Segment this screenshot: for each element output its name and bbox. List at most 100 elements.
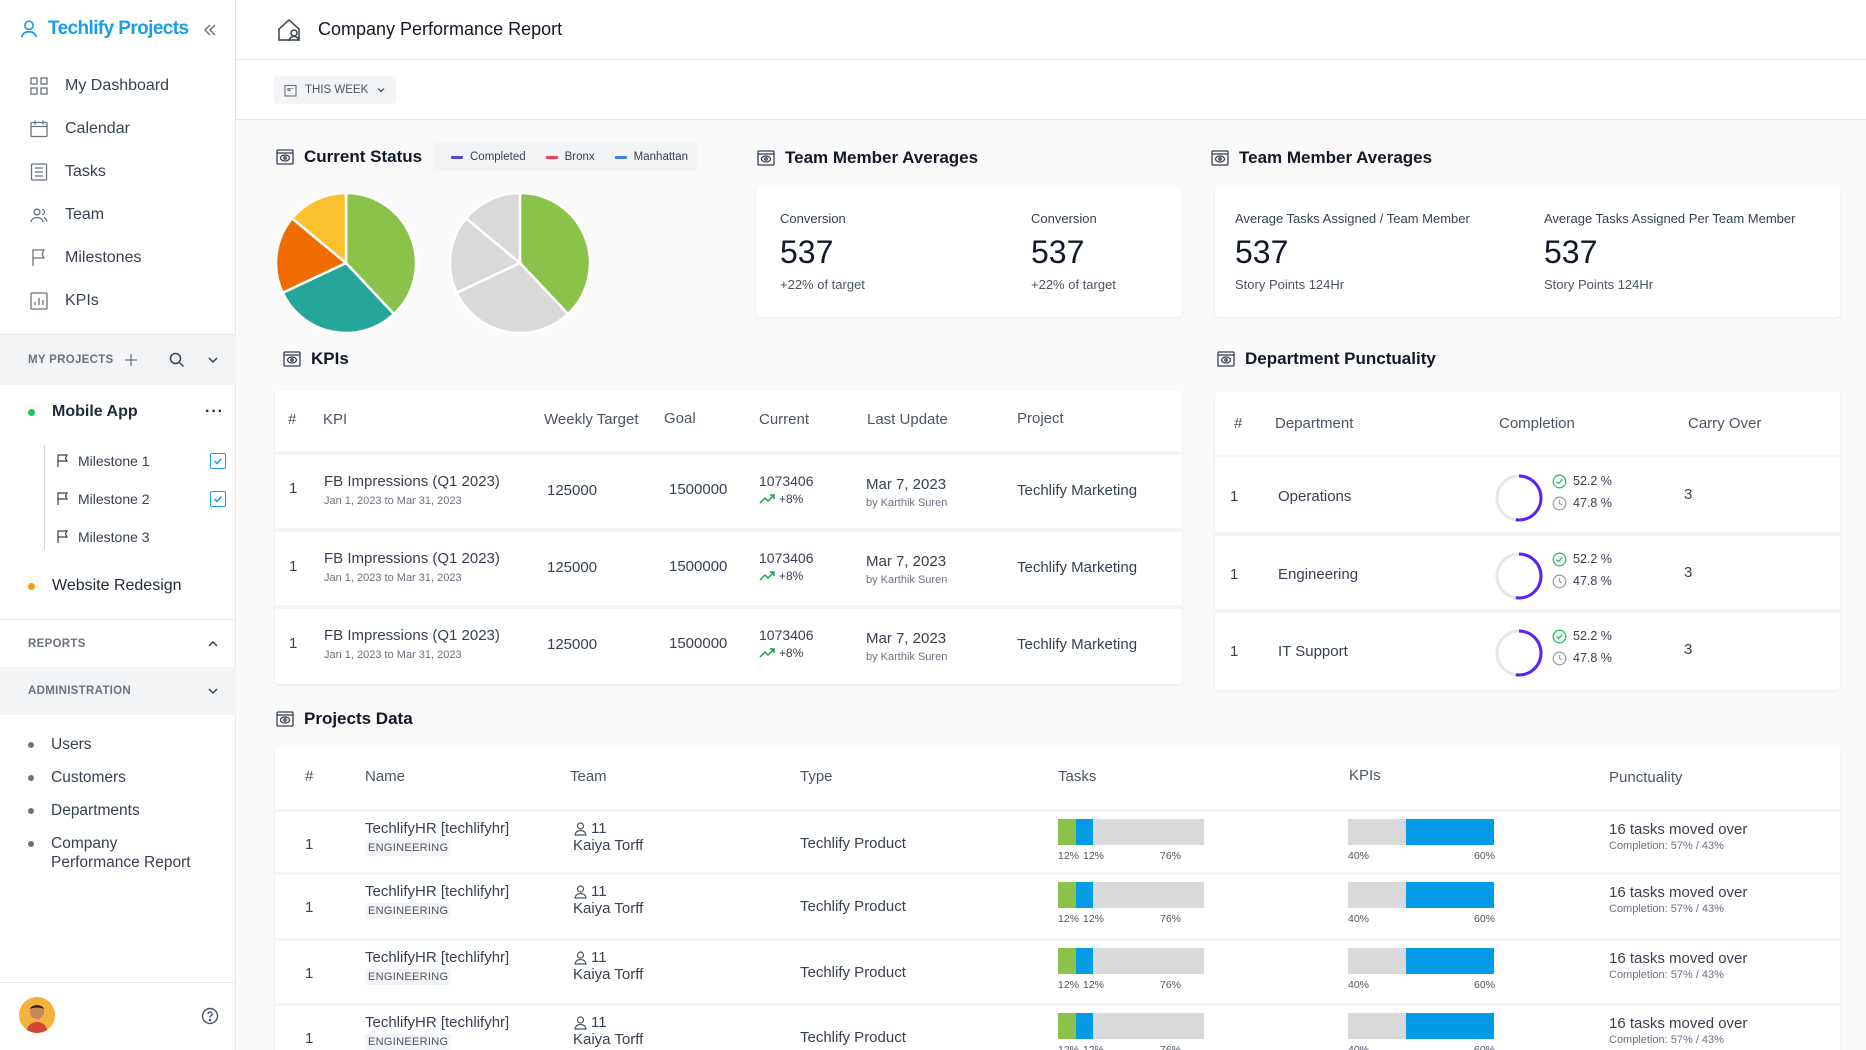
kpi-name-cell: FB Impressions (Q1 2023) Jan 1, 2023 to … <box>324 550 500 584</box>
kpis-label: 40% <box>1348 979 1370 991</box>
tasks-bar-segment <box>1093 819 1204 845</box>
row-number: 1 <box>289 480 298 497</box>
stat-block: Conversion 537 +22% of target <box>1031 211 1116 292</box>
kpis-bar-segment <box>1406 1013 1494 1039</box>
checkbox-checked[interactable] <box>210 453 226 469</box>
collapse-sidebar-icon[interactable] <box>198 18 222 42</box>
chevron-down-icon[interactable] <box>202 680 224 702</box>
checkbox-checked[interactable] <box>210 491 226 507</box>
pie-slice[interactable] <box>290 191 348 266</box>
admin-item-company-performance-report[interactable]: Company Performance Report <box>28 834 208 872</box>
row-number: 1 <box>305 836 314 853</box>
update-date: Mar 7, 2023 <box>866 553 947 570</box>
completion-values: 52.2 % 47.8 % <box>1552 625 1612 669</box>
project-name: TechlifyHR [techlifyhr] <box>365 883 510 900</box>
chevron-down-icon[interactable] <box>202 349 224 371</box>
add-project-icon[interactable] <box>120 349 142 371</box>
legend-item: Bronx <box>545 151 595 163</box>
nav-item-calendar[interactable]: Calendar <box>0 107 236 150</box>
my-projects-label: MY PROJECTS <box>28 354 114 366</box>
team-cell: 11 Kaiya Torff <box>573 820 643 854</box>
clock-icon <box>1552 574 1567 588</box>
column-header: Type <box>800 768 833 785</box>
pie-slice[interactable] <box>274 216 349 295</box>
eye-icon <box>1217 351 1235 367</box>
clock-icon <box>1552 651 1567 665</box>
trend-value: +8% <box>779 569 804 583</box>
kpis-bar <box>1348 882 1494 908</box>
nav-item-team[interactable]: Team <box>0 193 236 236</box>
late-percent: 47.8 % <box>1573 651 1612 665</box>
tasks-icon <box>30 162 48 181</box>
page-title: Company Performance Report <box>318 19 563 39</box>
admin-label: Customers <box>51 769 126 786</box>
department-name: Operations <box>1278 488 1352 505</box>
chart-legend: Completed Bronx Manhattan <box>433 143 697 171</box>
update-date: Mar 7, 2023 <box>866 630 947 647</box>
project-mobile-app[interactable]: Mobile App ··· <box>0 395 236 429</box>
pie-slice[interactable] <box>464 191 522 266</box>
pie-slice[interactable] <box>448 216 523 295</box>
kpis-bar-segment <box>1348 819 1407 845</box>
bullet <box>28 742 34 748</box>
last-update-cell: Mar 7, 2023 by Karthik Suren <box>866 553 947 586</box>
section-title-text: KPIs <box>311 349 349 368</box>
chevron-down-icon <box>377 88 385 93</box>
reports-header[interactable]: REPORTS <box>0 620 236 667</box>
admin-item-departments[interactable]: Departments <box>28 801 140 820</box>
team-cell: 11 Kaiya Torff <box>573 1014 643 1048</box>
stat-label: Conversion <box>1031 211 1097 226</box>
stat-value: 537 <box>1031 234 1085 270</box>
kpis-label: 60% <box>1474 850 1496 862</box>
milestone-item[interactable]: Milestone 1 <box>56 446 226 476</box>
grid-icon <box>30 76 48 95</box>
calendar-icon <box>284 84 297 97</box>
brand[interactable]: Techlify Projects <box>18 14 189 44</box>
admin-item-customers[interactable]: Customers <box>28 768 126 787</box>
nav-item-dashboard[interactable]: My Dashboard <box>0 64 236 107</box>
nav-label: Calendar <box>65 119 130 137</box>
project-website-redesign[interactable]: Website Redesign <box>0 569 236 603</box>
team-count: 11 <box>573 1014 643 1031</box>
pie-slice[interactable] <box>518 191 592 316</box>
project-type: Techlify Product <box>800 964 906 981</box>
row-number: 1 <box>1230 566 1239 583</box>
administration-header[interactable]: ADMINISTRATION <box>0 667 236 715</box>
more-options-icon[interactable]: ··· <box>205 403 224 420</box>
legend-swatch <box>545 155 558 159</box>
row-number: 1 <box>289 558 298 575</box>
avatar[interactable] <box>19 997 55 1033</box>
milestone-label: Milestone 3 <box>78 529 150 545</box>
nav-item-tasks[interactable]: Tasks <box>0 150 236 193</box>
punctuality-summary: 16 tasks moved over <box>1609 1015 1748 1032</box>
period-dropdown[interactable]: THIS WEEK <box>274 76 397 104</box>
punctuality-title: Department Punctuality <box>1217 349 1436 369</box>
row-divider <box>275 605 1182 609</box>
punctuality-summary: 16 tasks moved over <box>1609 950 1748 967</box>
legend-swatch <box>614 155 627 159</box>
row-number: 1 <box>1230 488 1239 505</box>
administration-label: ADMINISTRATION <box>28 685 132 697</box>
row-divider <box>275 938 1840 941</box>
row-divider <box>275 528 1182 532</box>
user-icon <box>574 1016 587 1030</box>
milestone-item[interactable]: Milestone 2 <box>56 484 226 514</box>
nav-item-kpis[interactable]: KPIs <box>0 279 236 322</box>
search-icon[interactable] <box>166 349 188 371</box>
tasks-bar-segment <box>1093 1013 1204 1039</box>
kpis-label: 60% <box>1474 979 1496 991</box>
admin-item-users[interactable]: Users <box>28 735 91 754</box>
legend-item: Completed <box>451 151 526 163</box>
row-number: 1 <box>289 635 298 652</box>
update-date: Mar 7, 2023 <box>866 476 947 493</box>
legend-swatch <box>451 155 463 159</box>
chevron-up-icon[interactable] <box>202 633 224 655</box>
late-value: 47.8 % <box>1552 570 1612 592</box>
nav-item-milestones[interactable]: Milestones <box>0 236 236 279</box>
tasks-bar <box>1058 882 1204 908</box>
help-icon[interactable] <box>200 1006 220 1026</box>
milestone-item[interactable]: Milestone 3 <box>56 522 226 552</box>
brand-name: Techlify Projects <box>48 18 189 39</box>
goal: 1500000 <box>669 635 728 652</box>
pie-slice[interactable] <box>344 191 418 316</box>
